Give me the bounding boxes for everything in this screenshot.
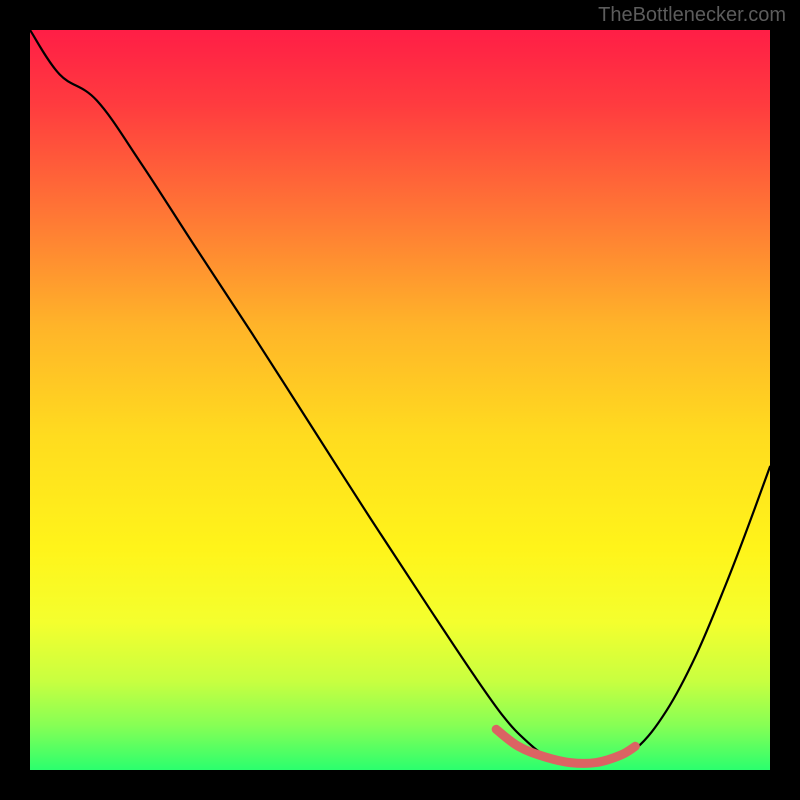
plot-frame [30, 30, 770, 770]
bottleneck-chart [30, 30, 770, 770]
watermark-text: TheBottlenecker.com [598, 4, 786, 27]
gradient-background [30, 30, 770, 770]
